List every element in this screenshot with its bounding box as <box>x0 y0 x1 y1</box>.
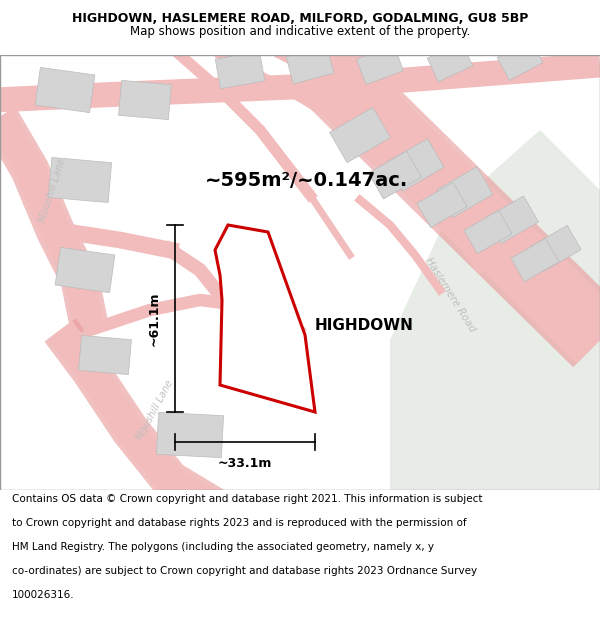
Polygon shape <box>356 46 403 84</box>
Polygon shape <box>427 42 473 82</box>
Text: co-ordinates) are subject to Crown copyright and database rights 2023 Ordnance S: co-ordinates) are subject to Crown copyr… <box>12 566 477 576</box>
Polygon shape <box>329 107 391 162</box>
Polygon shape <box>464 210 512 254</box>
Text: Map shows position and indicative extent of the property.: Map shows position and indicative extent… <box>130 26 470 39</box>
Text: ~33.1m: ~33.1m <box>218 457 272 470</box>
Text: Moushill Lane: Moushill Lane <box>135 378 175 442</box>
Polygon shape <box>531 226 581 271</box>
Polygon shape <box>390 130 600 490</box>
Text: 100026316.: 100026316. <box>12 590 74 600</box>
Polygon shape <box>368 151 422 199</box>
Polygon shape <box>497 39 543 81</box>
Polygon shape <box>35 68 95 112</box>
Polygon shape <box>417 182 467 228</box>
Polygon shape <box>511 238 559 282</box>
Polygon shape <box>215 225 315 412</box>
Text: HIGHDOWN: HIGHDOWN <box>315 318 414 332</box>
Polygon shape <box>49 158 112 202</box>
Polygon shape <box>119 81 172 119</box>
Polygon shape <box>485 196 539 244</box>
Text: ~61.1m: ~61.1m <box>148 291 161 346</box>
Polygon shape <box>55 248 115 292</box>
Text: to Crown copyright and database rights 2023 and is reproduced with the permissio: to Crown copyright and database rights 2… <box>12 518 467 528</box>
Polygon shape <box>437 167 493 217</box>
Text: Haslemere Road: Haslemere Road <box>423 256 477 334</box>
Polygon shape <box>157 412 224 458</box>
Text: Contains OS data © Crown copyright and database right 2021. This information is : Contains OS data © Crown copyright and d… <box>12 494 482 504</box>
Polygon shape <box>386 139 444 191</box>
Text: Moushill Lane: Moushill Lane <box>37 157 67 223</box>
Text: ~595m²/~0.147ac.: ~595m²/~0.147ac. <box>205 171 408 189</box>
Polygon shape <box>215 51 265 89</box>
Polygon shape <box>286 46 334 84</box>
Text: HIGHDOWN, HASLEMERE ROAD, MILFORD, GODALMING, GU8 5BP: HIGHDOWN, HASLEMERE ROAD, MILFORD, GODAL… <box>72 12 528 25</box>
Text: HM Land Registry. The polygons (including the associated geometry, namely x, y: HM Land Registry. The polygons (includin… <box>12 542 434 552</box>
Polygon shape <box>79 336 131 374</box>
